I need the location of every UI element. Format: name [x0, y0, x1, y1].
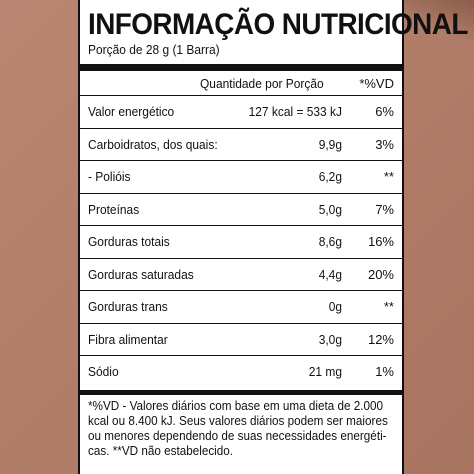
nutrient-daily-value: ** — [383, 299, 394, 315]
nutrient-row-carbohydrates: Carboidratos, dos quais: 9,9g 3% — [80, 129, 402, 161]
nutrient-daily-value: 16% — [367, 234, 394, 250]
nutrient-daily-value: 1% — [375, 364, 394, 380]
nutrition-facts-panel: INFORMAÇÃO NUTRICIONAL Porção de 28 g (1… — [78, 0, 468, 474]
nutrient-amount: 4,4g — [318, 266, 342, 282]
nutrient-name: Fibra alimentar — [88, 331, 168, 347]
nutrient-name: Proteínas — [88, 201, 140, 217]
footnote-line: cas. **VD não estabelecido. — [88, 442, 234, 458]
nutrient-daily-value: 7% — [375, 201, 394, 217]
nutrient-name: Sódio — [88, 364, 119, 380]
nutrient-amount: 5,0g — [318, 201, 342, 217]
footnote-line: ou menores dependendo de suas necessidad… — [88, 427, 387, 443]
nutrient-name: Gorduras saturadas — [88, 266, 194, 282]
nutrient-daily-value: 6% — [375, 104, 394, 120]
nutrient-amount: 21 mg — [308, 364, 342, 380]
nutrient-name: Valor energético — [88, 104, 175, 120]
panel-title: INFORMAÇÃO NUTRICIONAL — [88, 8, 468, 41]
nutrient-amount: 3,0g — [318, 331, 342, 347]
nutrient-name: Gorduras trans — [88, 299, 168, 315]
nutrient-row-proteins: Proteínas 5,0g 7% — [80, 194, 402, 226]
thick-divider — [80, 64, 402, 71]
quantity-column-header: Quantidade por Porção — [200, 75, 324, 91]
nutrient-name: Carboidratos, dos quais: — [88, 136, 218, 152]
background-shadow — [404, 0, 474, 40]
nutrient-amount: 9,9g — [318, 136, 342, 152]
nutrient-daily-value: ** — [383, 169, 394, 185]
nutrient-daily-value: 12% — [367, 331, 394, 347]
nutrient-row-sodium: Sódio 21 mg 1% — [80, 356, 402, 388]
nutrient-daily-value: 3% — [375, 136, 394, 152]
nutrient-amount: 127 kcal = 533 kJ — [248, 104, 342, 120]
serving-size: Porção de 28 g (1 Barra) — [88, 42, 220, 57]
nutrient-row-energy: Valor energético 127 kcal = 533 kJ 6% — [80, 96, 402, 129]
footnote: *%VD - Valores diários com base em uma d… — [88, 398, 394, 458]
nutrient-amount: 6,2g — [318, 169, 342, 185]
nutrient-name: - Polióis — [88, 169, 131, 185]
nutrient-name: Gorduras totais — [88, 234, 170, 250]
nutrient-row-fiber: Fibra alimentar 3,0g 12% — [80, 324, 402, 356]
daily-value-column-header: *%VD — [359, 75, 394, 91]
footnote-line: kcal ou 8.400 kJ. Seus valores diários p… — [88, 412, 388, 428]
footnote-line: *%VD - Valores diários com base em uma d… — [88, 397, 384, 413]
footnote-divider — [80, 389, 402, 395]
nutrient-row-polyols: - Polióis 6,2g ** — [80, 161, 402, 194]
nutrient-daily-value: 20% — [367, 266, 394, 282]
nutrient-row-total-fat: Gorduras totais 8,6g 16% — [80, 226, 402, 259]
column-header-row: Quantidade por Porção *%VD — [80, 71, 402, 96]
nutrient-row-trans-fat: Gorduras trans 0g ** — [80, 291, 402, 324]
nutrient-row-saturated-fat: Gorduras saturadas 4,4g 20% — [80, 259, 402, 291]
nutrient-amount: 8,6g — [318, 234, 342, 250]
nutrient-amount: 0g — [328, 299, 342, 315]
